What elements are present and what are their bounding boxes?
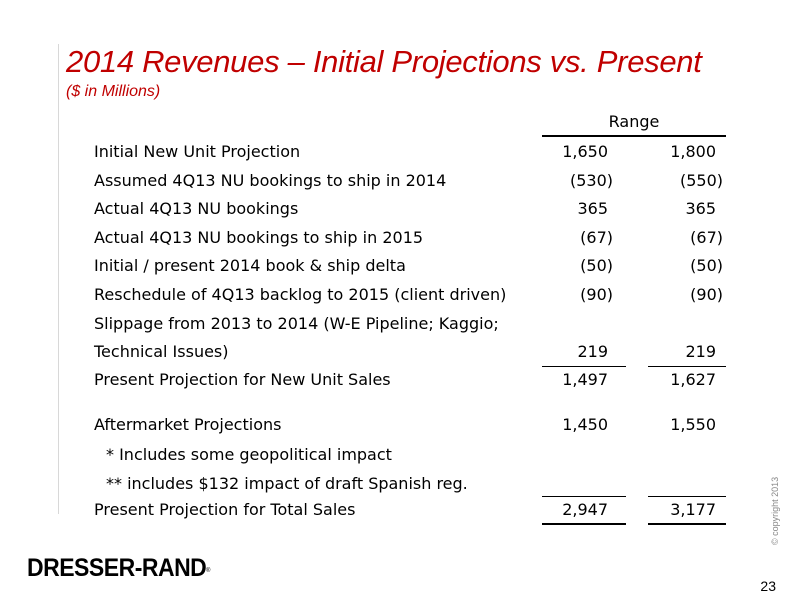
table-row: Actual 4Q13 NU bookings to ship in 2015 … <box>94 228 734 256</box>
table-row: Present Projection for Total Sales 2,947… <box>94 500 734 528</box>
row-label: Initial / present 2014 book & ship delta <box>94 256 406 275</box>
table-row: Slippage from 2013 to 2014 (W-E Pipeline… <box>94 314 734 342</box>
logo-registered-mark: ® <box>206 568 211 574</box>
high-value: (67) <box>690 228 723 247</box>
low-value: (530) <box>569 171 613 190</box>
low-value: (90) <box>580 285 613 304</box>
company-logo: DRESSER-RAND <box>27 552 207 582</box>
table-row: Technical Issues) 219 219 <box>94 342 734 370</box>
row-label: Reschedule of 4Q13 backlog to 2015 (clie… <box>94 285 507 304</box>
high-value: 1,800 <box>670 142 716 161</box>
total-top-rule-high <box>648 496 726 497</box>
table-row: Assumed 4Q13 NU bookings to ship in 2014… <box>94 171 734 199</box>
footnote: ** includes $132 impact of draft Spanish… <box>106 474 468 493</box>
slide-title: 2014 Revenues – Initial Projections vs. … <box>66 44 702 79</box>
low-value: 365 <box>577 199 608 218</box>
row-label: Initial New Unit Projection <box>94 142 301 161</box>
row-label: Present Projection for Total Sales <box>94 500 356 519</box>
page-number: 23 <box>760 578 776 594</box>
row-label: Assumed 4Q13 NU bookings to ship in 2014 <box>94 171 447 190</box>
high-value: 3,177 <box>670 500 716 519</box>
row-label: Present Projection for New Unit Sales <box>94 370 391 389</box>
slide-subtitle: ($ in Millions) <box>66 83 161 100</box>
total-top-rule-low <box>542 496 626 497</box>
left-divider <box>58 44 59 514</box>
table-row: Reschedule of 4Q13 backlog to 2015 (clie… <box>94 285 734 313</box>
total-bottom-rule-low <box>542 523 626 525</box>
high-value: (90) <box>690 285 723 304</box>
range-header-rule <box>542 135 726 137</box>
table-row: Present Projection for New Unit Sales 1,… <box>94 370 734 398</box>
table-row: * Includes some geopolitical impact <box>94 445 734 473</box>
row-label: Actual 4Q13 NU bookings to ship in 2015 <box>94 228 424 247</box>
total-bottom-rule-high <box>648 523 726 525</box>
table-row: ** includes $132 impact of draft Spanish… <box>94 474 734 502</box>
high-value: (50) <box>690 256 723 275</box>
low-value: 2,947 <box>562 500 608 519</box>
high-value: 1,627 <box>670 370 716 389</box>
subtotal-rule-low <box>542 366 626 367</box>
low-value: 1,497 <box>562 370 608 389</box>
high-value: 219 <box>685 342 716 361</box>
footnote: * Includes some geopolitical impact <box>106 445 392 464</box>
low-value: 1,650 <box>562 142 608 161</box>
row-label: Aftermarket Projections <box>94 415 282 434</box>
high-value: 1,550 <box>670 415 716 434</box>
table-row: Initial / present 2014 book & ship delta… <box>94 256 734 284</box>
copyright-notice: © copyright 2013 <box>770 476 780 545</box>
row-label: Slippage from 2013 to 2014 (W-E Pipeline… <box>94 314 499 333</box>
table-row: Initial New Unit Projection 1,650 1,800 <box>94 142 734 170</box>
high-value: (550) <box>679 171 723 190</box>
subtotal-rule-high <box>648 366 726 367</box>
table-row: Actual 4Q13 NU bookings 365 365 <box>94 199 734 227</box>
low-value: (50) <box>580 256 613 275</box>
row-label: Technical Issues) <box>94 342 229 361</box>
low-value: 219 <box>577 342 608 361</box>
low-value: (67) <box>580 228 613 247</box>
range-header: Range <box>608 112 660 131</box>
high-value: 365 <box>685 199 716 218</box>
row-label: Actual 4Q13 NU bookings <box>94 199 299 218</box>
low-value: 1,450 <box>562 415 608 434</box>
table-row: Aftermarket Projections 1,450 1,550 <box>94 415 734 443</box>
